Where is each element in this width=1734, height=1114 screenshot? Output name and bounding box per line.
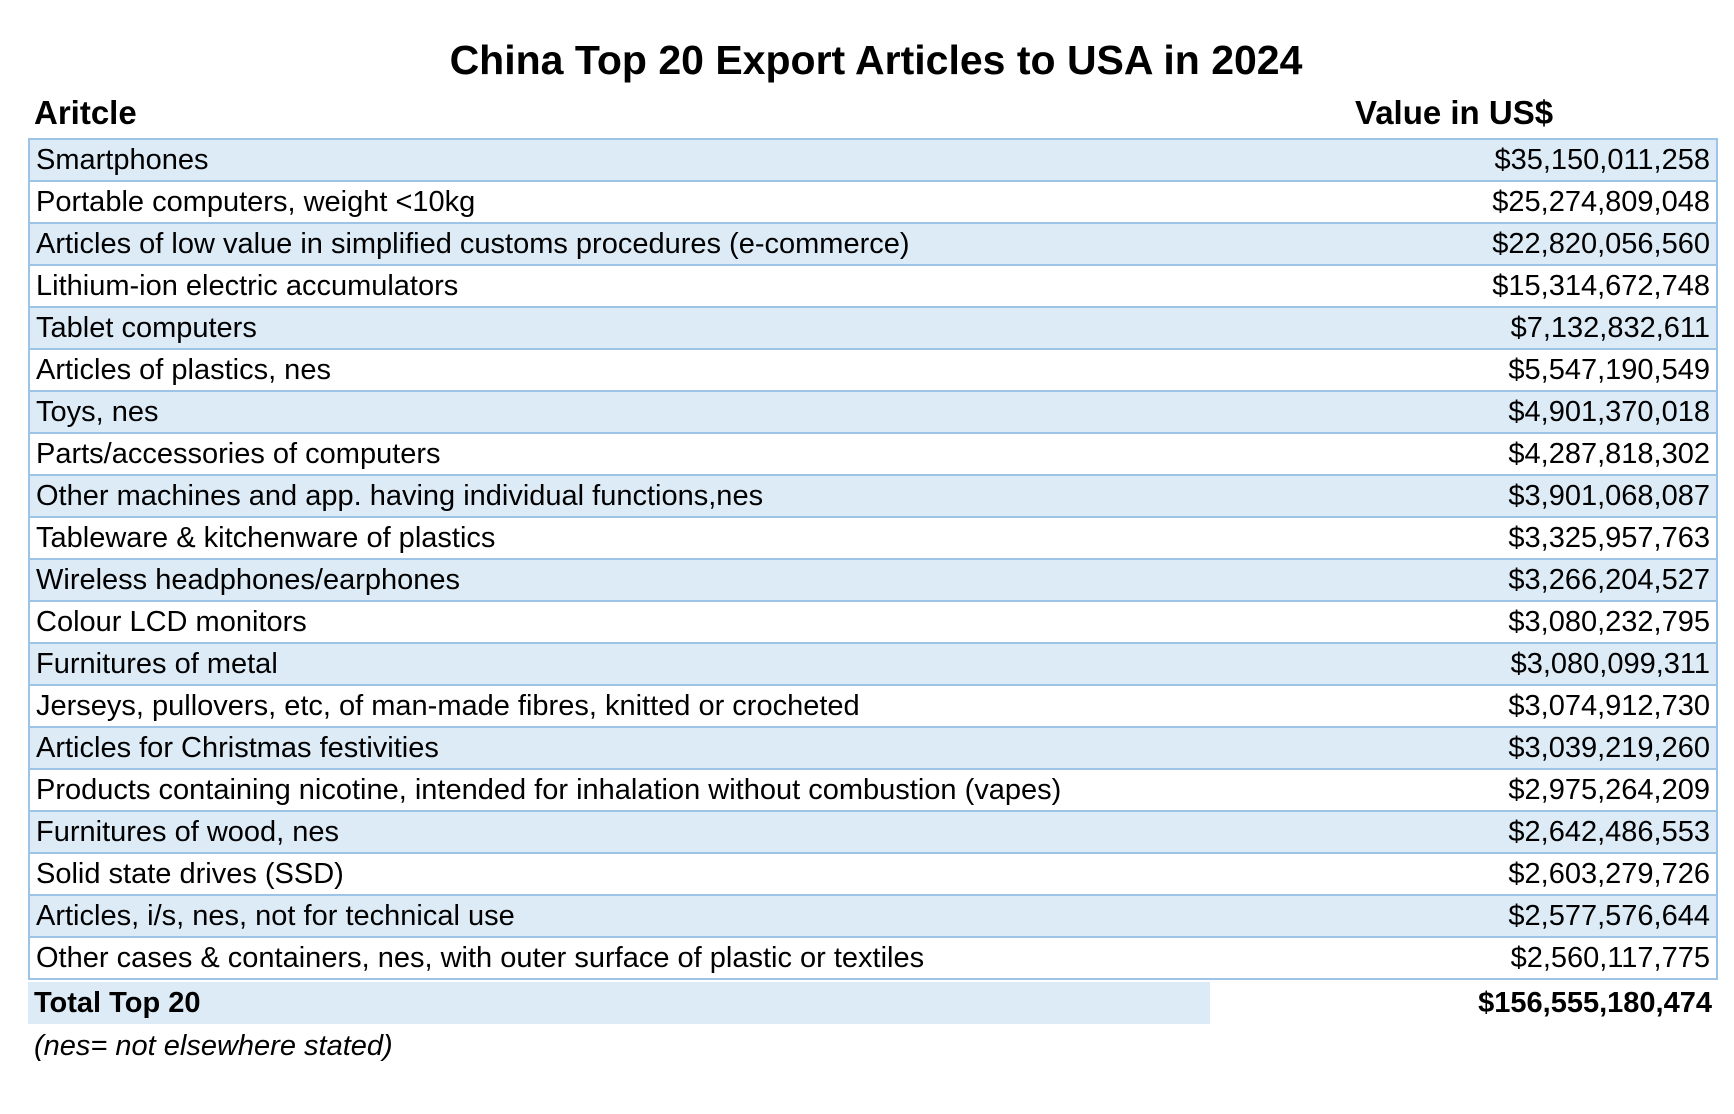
table-row: Tablet computers $7,132,832,611 (29, 306, 1717, 349)
table-row: Articles, i/s, nes, not for technical us… (29, 894, 1717, 937)
article-cell: Furnitures of metal (29, 642, 1284, 685)
value-cell: $35,150,011,258 (1284, 138, 1717, 181)
value-cell: $3,080,099,311 (1284, 642, 1717, 685)
article-cell: Other cases & containers, nes, with oute… (29, 936, 1284, 979)
table-row: Parts/accessories of computers $4,287,818… (29, 432, 1717, 475)
article-cell: Tablet computers (29, 306, 1284, 349)
table-row: Tableware & kitchenware of plastics $3,32… (29, 516, 1717, 559)
total-label: Total Top 20 (28, 982, 1210, 1024)
article-cell: Parts/accessories of computers (29, 432, 1284, 475)
table-row: Other cases & containers, nes, with oute… (29, 936, 1717, 979)
value-cell: $3,074,912,730 (1284, 684, 1717, 727)
table-header: Aritcle Value in US$ (28, 92, 1718, 138)
value-cell: $3,266,204,527 (1284, 558, 1717, 601)
article-cell: Tableware & kitchenware of plastics (29, 516, 1284, 559)
article-cell: Articles of plastics, nes (29, 348, 1284, 391)
value-cell: $4,901,370,018 (1284, 390, 1717, 433)
value-cell: $3,325,957,763 (1284, 516, 1717, 559)
article-cell: Wireless headphones/earphones (29, 558, 1284, 601)
footnote: (nes= not elsewhere stated) (34, 1030, 393, 1062)
value-cell: $5,547,190,549 (1284, 348, 1717, 391)
article-cell: Smartphones (29, 138, 1284, 181)
value-cell: $2,603,279,726 (1284, 852, 1717, 895)
table-title: China Top 20 Export Articles to USA in 2… (449, 37, 1303, 83)
value-cell: $3,080,232,795 (1284, 600, 1717, 643)
table-row: Solid state drives (SSD) $2,603,279,726 (29, 852, 1717, 895)
total-value: $156,555,180,474 (1478, 987, 1712, 1019)
article-cell: Articles for Christmas festivities (29, 726, 1284, 769)
column-header-value: Value in US$ (1355, 94, 1554, 131)
table-row: Lithium-ion electric accumulators $15,314… (29, 264, 1717, 307)
table-row: Products containing nicotine, intended f… (29, 768, 1717, 811)
value-cell: $3,901,068,087 (1284, 474, 1717, 517)
table-row: Other machines and app. having individua… (29, 474, 1717, 517)
article-cell: Portable computers, weight <10kg (29, 180, 1284, 223)
value-cell: $22,820,056,560 (1284, 222, 1717, 265)
article-cell: Solid state drives (SSD) (29, 852, 1284, 895)
table-row: Furnitures of wood, nes $2,642,486,553 (29, 810, 1717, 853)
value-cell: $4,287,818,302 (1284, 432, 1717, 475)
table-body: Smartphones $35,150,011,258 Portable compu… (29, 138, 1717, 979)
table-row: Portable computers, weight <10kg $25,274,… (29, 180, 1717, 223)
article-cell: Jerseys, pullovers, etc, of man-made fib… (29, 684, 1284, 727)
table-row: Toys, nes $4,901,370,018 (29, 390, 1717, 433)
article-cell: Lithium-ion electric accumulators (29, 264, 1284, 307)
article-cell: Articles, i/s, nes, not for technical us… (29, 894, 1284, 937)
value-cell: $2,975,264,209 (1284, 768, 1717, 811)
table-row: Articles of low value in simplified cust… (29, 222, 1717, 265)
table-row: Smartphones $35,150,011,258 (29, 138, 1717, 181)
export-data-table: Smartphones $35,150,011,258 Portable compu… (28, 138, 1718, 980)
table-row: Articles for Christmas festivities $3,039… (29, 726, 1717, 769)
column-header-article: Aritcle (34, 94, 137, 131)
table-row: Wireless headphones/earphones $3,266,204,… (29, 558, 1717, 601)
table-row: Articles of plastics, nes $5,547,190,549 (29, 348, 1717, 391)
value-cell: $2,577,576,644 (1284, 894, 1717, 937)
value-cell: $25,274,809,048 (1284, 180, 1717, 223)
value-cell: $2,560,117,775 (1284, 936, 1717, 979)
article-cell: Articles of low value in simplified cust… (29, 222, 1284, 265)
table-row: Furnitures of metal $3,080,099,311 (29, 642, 1717, 685)
article-cell: Colour LCD monitors (29, 600, 1284, 643)
article-cell: Toys, nes (29, 390, 1284, 433)
article-cell: Products containing nicotine, intended f… (29, 768, 1284, 811)
value-cell: $7,132,832,611 (1284, 306, 1717, 349)
total-row: Total Top 20 $156,555,180,474 (28, 982, 1718, 1024)
value-cell: $2,642,486,553 (1284, 810, 1717, 853)
export-table-sheet: China Top 20 Export Articles to USA in 2… (28, 28, 1718, 1068)
article-cell: Other machines and app. having individua… (29, 474, 1284, 517)
value-cell: $3,039,219,260 (1284, 726, 1717, 769)
table-row: Jerseys, pullovers, etc, of man-made fib… (29, 684, 1717, 727)
article-cell: Furnitures of wood, nes (29, 810, 1284, 853)
table-row: Colour LCD monitors $3,080,232,795 (29, 600, 1717, 643)
value-cell: $15,314,672,748 (1284, 264, 1717, 307)
